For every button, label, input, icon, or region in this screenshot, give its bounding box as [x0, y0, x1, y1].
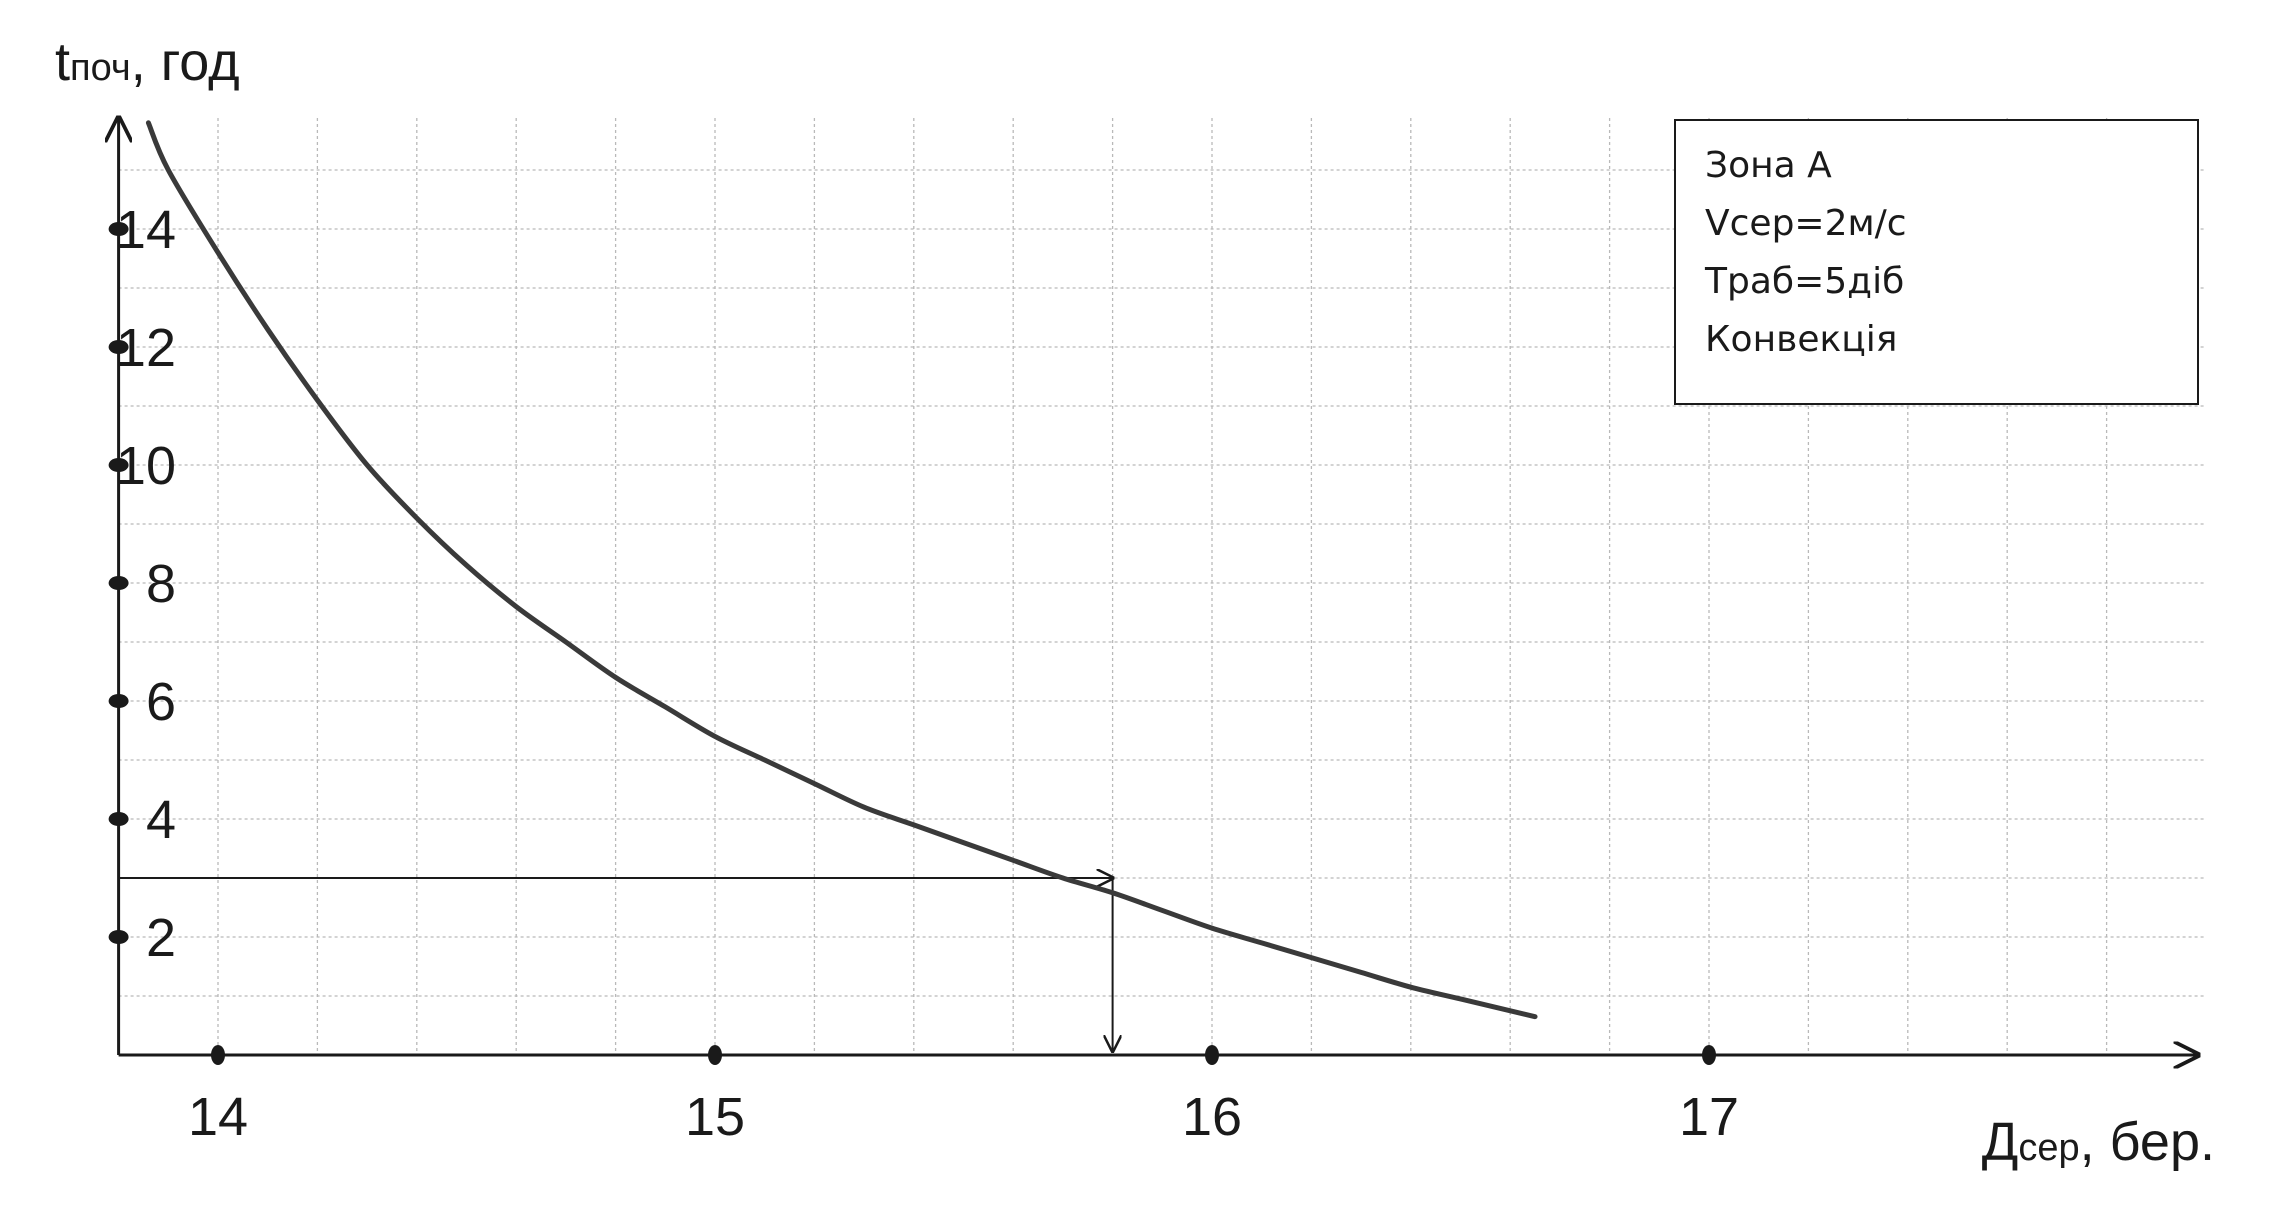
legend-frame: [1674, 119, 2199, 405]
legend-line-speed: Vсер=2м/с: [1705, 203, 1907, 244]
y-tick-mark: [108, 576, 129, 590]
y-tick-mark: [108, 340, 129, 354]
guide-lines: [118, 878, 1113, 1051]
ticks: 14 15 16 17 2 4 6 8 10 12 14: [108, 200, 1739, 1147]
x-tick-label: 17: [1679, 1087, 1739, 1147]
y-tick-mark: [108, 694, 129, 708]
x-tick-mark: [1702, 1045, 1716, 1065]
y-tick-mark: [108, 458, 129, 472]
x-tick-mark: [708, 1045, 722, 1065]
x-tick-mark: [211, 1045, 225, 1065]
grid: [118, 118, 2205, 1055]
y-axis-title: tпоч, год: [55, 32, 240, 92]
y-tick-label: 10: [116, 436, 176, 496]
x-axis-title-main: Д: [1982, 1112, 2019, 1172]
y-tick-label: 2: [146, 908, 176, 968]
x-axis-title-unit: , бер.: [2080, 1112, 2215, 1172]
y-axis-title-main: t: [55, 32, 70, 92]
x-tick-label: 15: [685, 1087, 745, 1147]
y-tick-label: 6: [146, 672, 176, 732]
y-tick-label: 8: [146, 554, 176, 614]
x-axis-title-subscript: сер: [2018, 1127, 2079, 1169]
y-tick-mark: [108, 222, 129, 236]
legend-line-zone: Зона А: [1705, 145, 1832, 186]
y-tick-label: 12: [116, 318, 176, 378]
x-tick-mark: [1205, 1045, 1219, 1065]
legend-line-duration: Траб=5діб: [1704, 261, 1904, 302]
series-layer: [145, 120, 1538, 1020]
x-tick-label: 16: [1182, 1087, 1242, 1147]
x-tick-label: 14: [188, 1087, 248, 1147]
y-tick-mark: [108, 930, 129, 944]
legend-box: Зона А Vсер=2м/с Траб=5діб Конвекція: [1674, 119, 2199, 405]
y-tick-label: 14: [116, 200, 176, 260]
y-axis-title-unit: , год: [131, 32, 240, 92]
series-line: [145, 120, 1538, 1020]
x-axis-title: Дсер, бер.: [1982, 1112, 2215, 1172]
y-tick-label: 4: [146, 790, 176, 850]
y-axis-title-subscript: поч: [70, 47, 131, 89]
legend-line-convection: Конвекція: [1705, 319, 1897, 360]
y-tick-mark: [108, 812, 129, 826]
